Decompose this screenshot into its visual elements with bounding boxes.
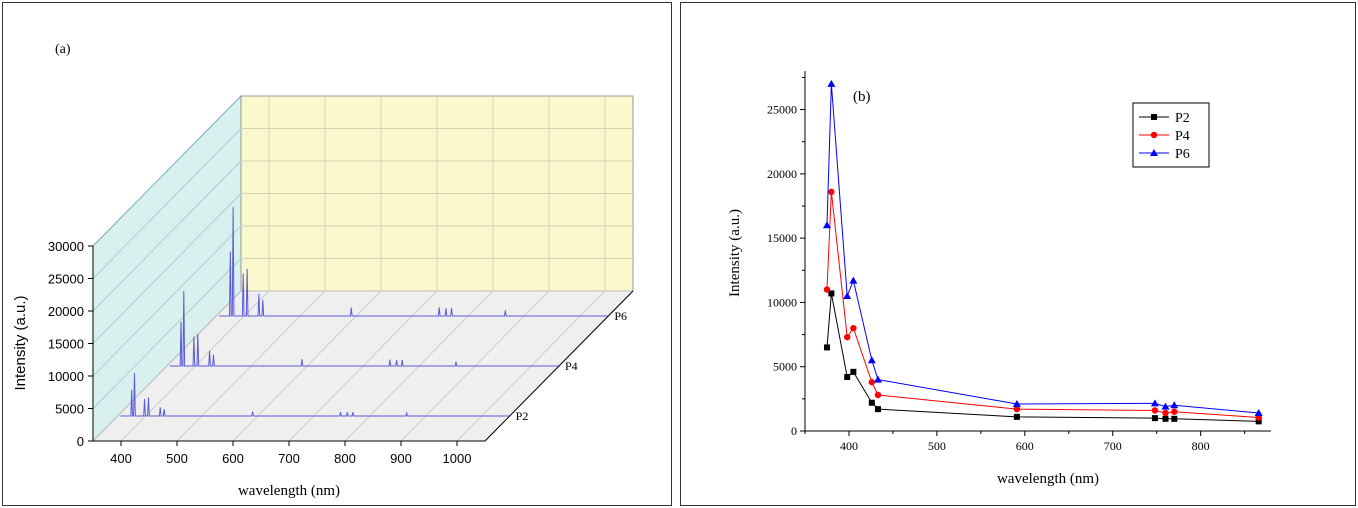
data-point — [867, 356, 876, 364]
z-tick-label: 20000 — [48, 304, 84, 319]
x-tick-label: 700 — [278, 451, 300, 466]
panel-b: (b) 0 5000 10000 15000 20000 25000 400 500 600 70… — [680, 2, 1356, 506]
panel-a: (a) P2 P4 P6 0 5000 10000 15000 20000 25000 30000… — [2, 2, 672, 506]
data-point — [828, 188, 835, 196]
side-grid-line — [92, 225, 242, 377]
data-point — [1151, 407, 1159, 414]
data-point — [1151, 114, 1157, 120]
data-point — [1150, 399, 1159, 407]
waterfall-chart: (a) P2 P4 P6 0 5000 10000 15000 20000 25000 30000… — [12, 42, 635, 499]
z-tick-label: 30000 — [48, 239, 84, 254]
panel-a-label: (a) — [55, 42, 71, 57]
x-tick-label: 900 — [390, 451, 412, 466]
x-tick-label: 1000 — [443, 451, 472, 466]
series-label: P4 — [565, 359, 578, 373]
data-point — [873, 375, 882, 383]
data-point — [1013, 413, 1020, 420]
data-point — [1162, 415, 1169, 422]
data-point — [828, 290, 835, 297]
z-tick-label: 10000 — [48, 369, 84, 384]
data-point — [1171, 408, 1178, 415]
data-point — [868, 378, 876, 386]
data-point — [1254, 409, 1263, 416]
y-tick-label: 10000 — [767, 295, 797, 309]
series-P4 — [823, 188, 1262, 421]
data-point — [874, 391, 882, 399]
x-tick-label: 800 — [334, 451, 356, 466]
side-grid-line — [92, 128, 242, 279]
series-label: P2 — [516, 409, 529, 423]
series-line — [826, 293, 1259, 422]
x-axis-title: wavelength (nm) — [238, 483, 340, 499]
legend-label: P6 — [1175, 147, 1190, 162]
y-tick-label: 20000 — [767, 167, 797, 181]
data-point — [1151, 415, 1158, 422]
side-grid-line — [92, 258, 242, 409]
data-point — [844, 374, 851, 380]
data-point — [1161, 402, 1170, 410]
series-P6 — [822, 79, 1263, 416]
data-point — [823, 286, 831, 293]
series-line — [826, 191, 1259, 418]
spectrum-P4 — [169, 291, 559, 367]
data-point — [1170, 401, 1179, 409]
x-tick-label: 700 — [1104, 439, 1122, 453]
data-point — [1255, 418, 1262, 425]
x-tick-label: 500 — [166, 451, 188, 466]
data-point — [850, 324, 857, 332]
y-tick-label: 15000 — [767, 231, 797, 245]
x-tick-label: 600 — [1016, 439, 1034, 453]
data-point — [823, 344, 830, 351]
panel-b-label: (b) — [853, 89, 871, 105]
x-tick-label: 400 — [840, 439, 858, 453]
z-axis-title: Intensity (a.u.) — [12, 295, 29, 390]
x-tick-label: 600 — [222, 451, 244, 466]
z-tick-label: 15000 — [48, 337, 84, 352]
spectrum-line — [169, 291, 559, 367]
x-axis-title: wavelength (nm) — [997, 471, 1099, 487]
series-label: P6 — [614, 309, 627, 323]
legend-label: P2 — [1175, 111, 1190, 126]
data-point — [868, 399, 875, 406]
series-P2 — [823, 290, 1262, 425]
data-point — [1150, 131, 1158, 139]
spectrum-line — [219, 207, 609, 317]
side-grid-line — [92, 160, 242, 312]
data-point — [1162, 409, 1169, 417]
y-tick-label: 0 — [791, 424, 797, 438]
data-point — [827, 79, 836, 87]
y-tick-label: 25000 — [767, 103, 797, 117]
depth-axis-line — [484, 290, 634, 442]
data-point — [1150, 149, 1158, 156]
z-tick-label: 5000 — [55, 402, 84, 417]
data-point — [844, 333, 851, 341]
data-point — [849, 276, 858, 284]
data-point — [1012, 400, 1021, 407]
data-point — [1013, 405, 1021, 413]
z-tick-label: 25000 — [48, 272, 84, 287]
y-axis-title: Intensity (a.u.) — [727, 209, 743, 297]
legend-label: P4 — [1175, 129, 1190, 144]
data-point — [874, 406, 881, 413]
data-point — [850, 368, 857, 375]
data-point — [1171, 415, 1178, 422]
line-chart: (b) 0 5000 10000 15000 20000 25000 400 500 600 70… — [727, 71, 1271, 487]
spectrum-P6 — [219, 207, 609, 317]
x-tick-label: 400 — [110, 451, 132, 466]
x-tick-label: 500 — [928, 439, 946, 453]
spectrum-P2 — [120, 372, 510, 417]
z-tick-label: 0 — [77, 434, 84, 449]
data-point — [843, 292, 852, 299]
y-tick-label: 5000 — [773, 360, 797, 374]
data-point — [822, 221, 831, 229]
x-tick-label: 800 — [1192, 439, 1210, 453]
spectrum-line — [120, 372, 510, 417]
side-grid-line — [92, 193, 242, 344]
